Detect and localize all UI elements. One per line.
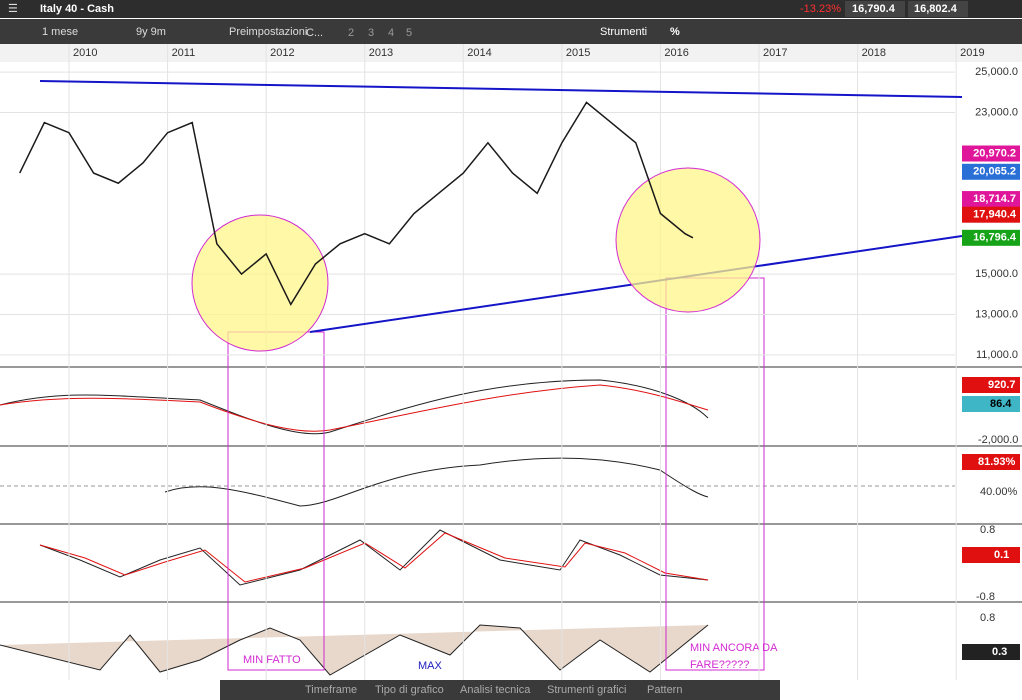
highlight-circle — [191, 214, 329, 352]
price-label: 17,940.4 — [973, 209, 1017, 221]
price-label: 20,970.2 — [973, 147, 1016, 159]
price-label-box — [962, 229, 1020, 246]
label-box — [962, 644, 1020, 660]
price-label-box — [962, 191, 1020, 208]
y-tick-label: 13,000.0 — [975, 308, 1018, 320]
indicator-label: 0.8 — [980, 524, 995, 536]
label-box — [962, 454, 1020, 470]
slot[interactable]: 2 — [348, 27, 354, 39]
toolbar — [0, 19, 1022, 44]
trend-line — [39, 80, 963, 98]
stoch-signal — [39, 532, 709, 583]
range[interactable]: 9y 9m — [136, 26, 166, 38]
slot[interactable]: 4 — [388, 27, 394, 39]
rsi-line — [164, 457, 709, 507]
price-label: 16,796.4 — [973, 232, 1017, 244]
y-tick-label: 23,000.0 — [975, 106, 1018, 118]
bid[interactable]: 16,790.4 — [852, 3, 896, 15]
highlight-box — [227, 331, 325, 671]
percent[interactable]: % — [670, 26, 680, 38]
label-box — [962, 396, 1020, 412]
macd-line — [0, 379, 709, 435]
title-bar — [0, 0, 1022, 18]
annotation: MIN FATTO — [243, 654, 301, 666]
label-box — [962, 547, 1020, 563]
macd-signal — [0, 384, 709, 432]
price-label: 20,065.2 — [973, 166, 1016, 178]
footer-item[interactable]: Timeframe — [305, 684, 357, 696]
footer-item[interactable]: Strumenti grafici — [547, 684, 626, 696]
price-label-box — [962, 163, 1020, 180]
x-tick-label: 2018 — [862, 47, 886, 59]
chart-slot[interactable]: C... — [306, 27, 323, 39]
indicator-label: 920.7 — [988, 379, 1016, 391]
price-label-box — [962, 145, 1020, 162]
x-tick-label: 2017 — [763, 47, 787, 59]
footer-item[interactable]: Analisi tecnica — [460, 684, 531, 696]
label-box — [962, 377, 1020, 393]
price-line — [19, 101, 694, 306]
bid-box[interactable] — [845, 1, 905, 17]
instrument-title: Italy 40 - Cash — [40, 3, 114, 15]
indicator-label: 0.3 — [992, 646, 1007, 658]
x-tick-label: 2010 — [73, 47, 97, 59]
annotation: MAX — [418, 660, 443, 672]
y-tick-label: 11,000.0 — [976, 349, 1018, 361]
indicator-label: 40.00% — [980, 486, 1018, 498]
x-tick-label: 2013 — [369, 47, 393, 59]
price-label-box — [962, 206, 1020, 223]
x-tick-label: 2014 — [467, 47, 491, 59]
indicator-label: 0.8 — [980, 612, 995, 624]
slot[interactable]: 3 — [368, 27, 374, 39]
menu-icon[interactable]: ☰ — [8, 3, 18, 15]
slot[interactable]: 5 — [406, 27, 412, 39]
annotation: FARE????? — [690, 659, 749, 671]
year-row — [0, 44, 1022, 62]
annotation: MIN ANCORA DA — [690, 642, 778, 654]
indicator-label: -2,000.0 — [978, 434, 1018, 446]
footer-item[interactable]: Pattern — [647, 684, 682, 696]
stoch-line — [39, 529, 709, 586]
x-tick-label: 2016 — [664, 47, 688, 59]
highlight-circle — [615, 167, 761, 313]
footer-bar — [220, 680, 780, 700]
x-tick-label: 2012 — [270, 47, 294, 59]
tools[interactable]: Strumenti — [600, 26, 647, 38]
oscillator — [0, 624, 709, 676]
indicator-panels: MIN FATTO MAX MIN ANCORA DA FARE????? 92… — [0, 277, 1022, 676]
indicator-label: -0.8 — [976, 591, 995, 603]
timeframe[interactable]: 1 mese — [42, 26, 78, 38]
x-tick-label: 2011 — [172, 47, 196, 59]
x-tick-label: 2015 — [566, 47, 590, 59]
x-tick-label: 2019 — [960, 47, 984, 59]
indicator-label: 81.93% — [978, 456, 1016, 468]
indicator-label: 86.4 — [990, 398, 1012, 410]
indicator-label: 0.1 — [994, 549, 1009, 561]
change: -13.23% — [800, 3, 841, 15]
ask-box[interactable] — [908, 1, 968, 17]
price-label: 18,714.7 — [973, 193, 1016, 205]
ask[interactable]: 16,802.4 — [914, 3, 958, 15]
y-tick-label: 25,000.0 — [975, 66, 1018, 78]
highlight-box — [665, 277, 765, 671]
presets[interactable]: Preimpostazioni — [229, 26, 307, 38]
footer-item[interactable]: Tipo di grafico — [375, 684, 444, 696]
y-tick-label: 15,000.0 — [975, 268, 1018, 280]
